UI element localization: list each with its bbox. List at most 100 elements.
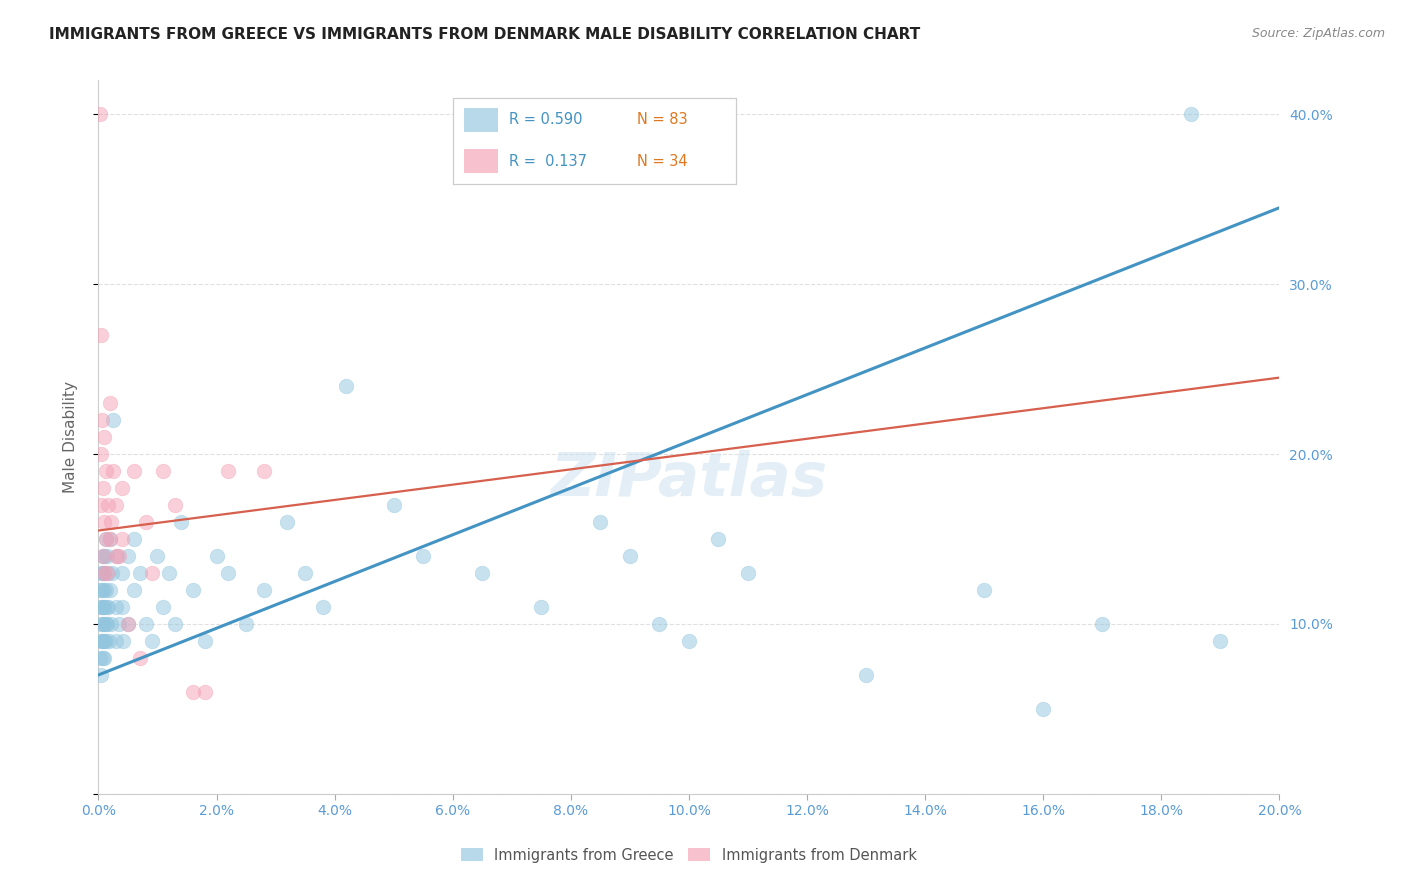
Point bbox=[94, 532, 117, 546]
Point bbox=[91, 634, 114, 648]
Point bbox=[128, 566, 150, 580]
Point bbox=[117, 617, 139, 632]
Point bbox=[217, 566, 239, 580]
Point bbox=[253, 582, 276, 597]
Point bbox=[294, 566, 316, 580]
Point bbox=[98, 634, 121, 648]
Point bbox=[157, 566, 180, 580]
Point bbox=[91, 634, 114, 648]
Point bbox=[165, 617, 187, 632]
Point bbox=[94, 582, 117, 597]
Point bbox=[101, 566, 124, 580]
Point bbox=[128, 651, 150, 665]
Point bbox=[122, 532, 145, 546]
Text: Source: ZipAtlas.com: Source: ZipAtlas.com bbox=[1251, 27, 1385, 40]
Point bbox=[91, 566, 114, 580]
Point bbox=[100, 617, 122, 632]
Point bbox=[111, 566, 134, 580]
Point bbox=[96, 566, 118, 580]
Point bbox=[97, 599, 120, 614]
Point bbox=[111, 532, 134, 546]
Point bbox=[471, 566, 494, 580]
Point bbox=[111, 599, 134, 614]
Point bbox=[135, 515, 157, 529]
Point bbox=[94, 634, 117, 648]
Point bbox=[90, 498, 112, 512]
Point bbox=[105, 634, 128, 648]
Point bbox=[93, 617, 115, 632]
Point bbox=[111, 481, 134, 495]
Point bbox=[100, 515, 122, 529]
Point bbox=[141, 566, 163, 580]
Point bbox=[91, 413, 114, 427]
Point bbox=[93, 430, 115, 444]
Text: ZIPatlas: ZIPatlas bbox=[550, 450, 828, 509]
Point bbox=[93, 515, 115, 529]
Point bbox=[973, 582, 995, 597]
Point bbox=[90, 599, 112, 614]
Point bbox=[91, 549, 114, 563]
Point bbox=[89, 582, 111, 597]
Point bbox=[235, 617, 257, 632]
Point bbox=[91, 549, 114, 563]
Point bbox=[105, 549, 128, 563]
Point bbox=[90, 447, 112, 461]
Point bbox=[117, 617, 139, 632]
Point bbox=[217, 464, 239, 478]
Point bbox=[91, 582, 114, 597]
Point bbox=[90, 668, 112, 682]
Point bbox=[90, 328, 112, 343]
Point bbox=[170, 515, 193, 529]
Point bbox=[93, 566, 115, 580]
Point bbox=[97, 498, 120, 512]
Legend: Immigrants from Greece, Immigrants from Denmark: Immigrants from Greece, Immigrants from … bbox=[456, 842, 922, 869]
Point bbox=[96, 617, 118, 632]
Point bbox=[678, 634, 700, 648]
Point bbox=[253, 464, 276, 478]
Point bbox=[108, 617, 131, 632]
Point bbox=[91, 481, 114, 495]
Point bbox=[97, 566, 120, 580]
Point bbox=[91, 617, 114, 632]
Point bbox=[181, 582, 204, 597]
Point bbox=[112, 634, 135, 648]
Point bbox=[90, 634, 112, 648]
Point bbox=[93, 651, 115, 665]
Point bbox=[135, 617, 157, 632]
Point bbox=[737, 566, 759, 580]
Point bbox=[146, 549, 169, 563]
Point bbox=[181, 685, 204, 699]
Point bbox=[91, 651, 114, 665]
Point bbox=[105, 599, 128, 614]
Point bbox=[530, 599, 553, 614]
Point bbox=[94, 464, 117, 478]
Point bbox=[1180, 107, 1202, 121]
Point bbox=[589, 515, 612, 529]
Text: IMMIGRANTS FROM GREECE VS IMMIGRANTS FROM DENMARK MALE DISABILITY CORRELATION CH: IMMIGRANTS FROM GREECE VS IMMIGRANTS FRO… bbox=[49, 27, 921, 42]
Point bbox=[105, 549, 128, 563]
Point bbox=[96, 549, 118, 563]
Point bbox=[93, 599, 115, 614]
Point bbox=[98, 582, 121, 597]
Point bbox=[205, 549, 228, 563]
Point bbox=[93, 582, 115, 597]
Point bbox=[98, 532, 121, 546]
Point bbox=[707, 532, 730, 546]
Point bbox=[98, 396, 121, 410]
Point bbox=[1032, 702, 1054, 716]
Point bbox=[152, 464, 174, 478]
Point bbox=[91, 599, 114, 614]
Point bbox=[152, 599, 174, 614]
Point bbox=[122, 464, 145, 478]
Point bbox=[93, 549, 115, 563]
Point bbox=[1209, 634, 1232, 648]
Y-axis label: Male Disability: Male Disability bbox=[63, 381, 77, 493]
Point bbox=[412, 549, 434, 563]
Point bbox=[382, 498, 405, 512]
Point bbox=[194, 634, 217, 648]
Point bbox=[93, 634, 115, 648]
Point bbox=[855, 668, 877, 682]
Point bbox=[89, 107, 111, 121]
Point bbox=[98, 532, 121, 546]
Point bbox=[117, 549, 139, 563]
